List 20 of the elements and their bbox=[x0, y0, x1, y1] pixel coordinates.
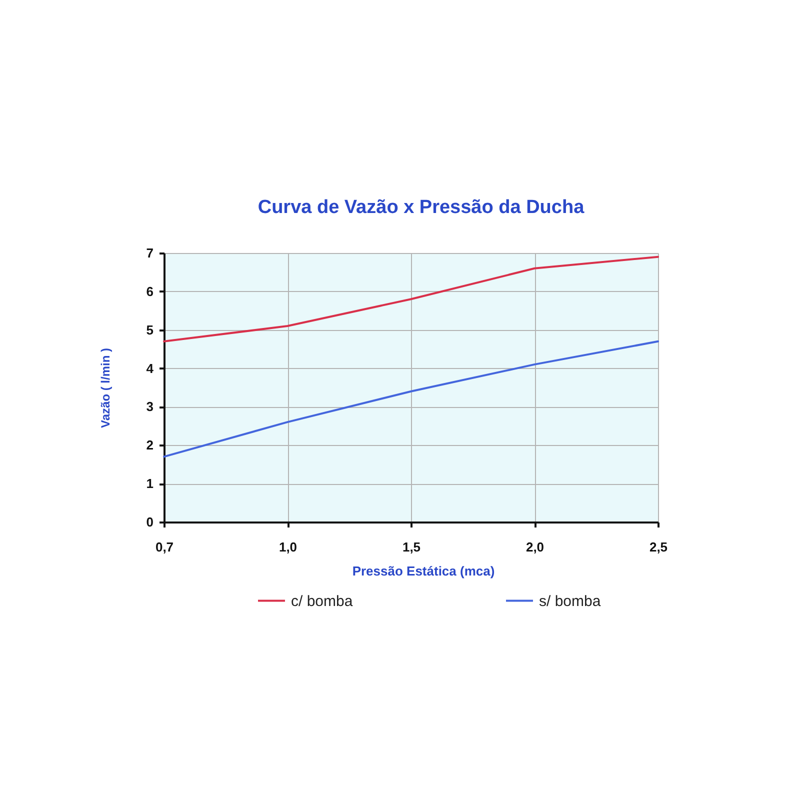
y-axis-title: Vazão ( l/min ) bbox=[98, 348, 112, 428]
y-tick-label: 7 bbox=[146, 246, 154, 260]
legend-label: c/ bomba bbox=[291, 592, 354, 610]
legend-label: s/ bomba bbox=[539, 592, 602, 610]
x-tick-label: 2,0 bbox=[526, 540, 544, 554]
y-tick-label: 0 bbox=[146, 514, 154, 530]
y-tick-label: 4 bbox=[146, 360, 154, 376]
line-series bbox=[163, 256, 659, 342]
y-tick-label: 2 bbox=[146, 438, 154, 453]
y-tick-label: 6 bbox=[146, 284, 154, 299]
chart-title: Curva de Vazão x Pressão da Ducha bbox=[258, 197, 585, 218]
y-tick-label: 3 bbox=[146, 399, 154, 414]
y-tick-label: 5 bbox=[146, 322, 154, 338]
y-tick-label: 1 bbox=[146, 476, 154, 492]
x-tick-label: 1,5 bbox=[402, 540, 421, 554]
x-tick-label: 2,5 bbox=[649, 540, 668, 554]
x-tick-label: 0,7 bbox=[155, 540, 174, 554]
x-tick-label: 1,0 bbox=[278, 540, 298, 554]
x-axis-title: Pressão Estática (mca) bbox=[352, 564, 495, 578]
line-series bbox=[163, 340, 659, 458]
